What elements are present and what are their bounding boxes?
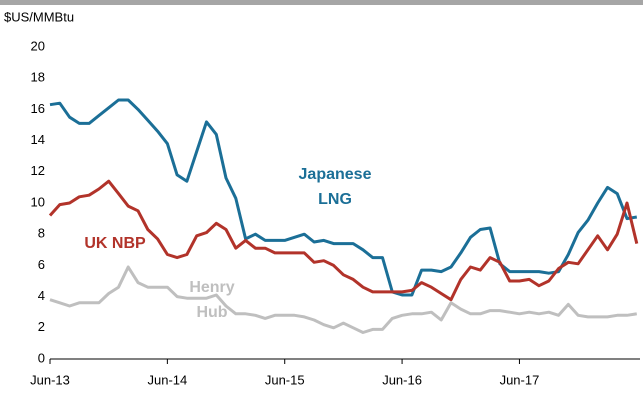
series-label: UK NBP (84, 235, 146, 252)
y-tick-label: 0 (38, 350, 45, 365)
y-tick-label: 16 (31, 101, 45, 116)
series-label: Hub (196, 304, 227, 321)
y-tick-label: 8 (38, 226, 45, 241)
unit-label: $US/MMBtu (4, 9, 74, 24)
series-label: Henry (189, 279, 234, 296)
x-tick-label: Jun-15 (265, 372, 305, 387)
y-tick-label: 2 (38, 319, 45, 334)
y-tick-label: 20 (31, 38, 45, 53)
y-tick-label: 4 (38, 288, 45, 303)
y-tick-label: 12 (31, 163, 45, 178)
x-tick-label: Jun-16 (382, 372, 422, 387)
y-tick-label: 6 (38, 257, 45, 272)
series-label: Japanese (299, 166, 372, 183)
y-tick-label: 10 (31, 194, 45, 209)
series-line (49, 265, 638, 334)
series-line (48, 179, 639, 302)
series-label: LNG (318, 191, 352, 208)
series-line (49, 98, 638, 297)
y-tick-label: 18 (31, 70, 45, 85)
x-tick-label: Jun-17 (500, 372, 540, 387)
top-band (0, 0, 643, 5)
y-tick-label: 14 (31, 132, 45, 147)
x-tick-label: Jun-14 (147, 372, 187, 387)
x-tick-label: Jun-13 (30, 372, 70, 387)
